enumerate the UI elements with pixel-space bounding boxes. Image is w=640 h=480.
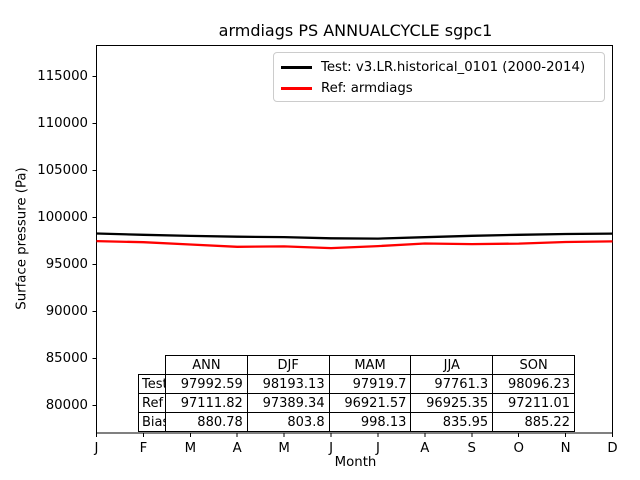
y-tick-label: 95000: [45, 257, 88, 272]
x-tick-label: M: [278, 441, 290, 456]
legend-label: Test: v3.LR.historical_0101 (2000-2014): [321, 60, 586, 75]
table-header-cell: SON: [492, 355, 575, 376]
table-row-label: Bias: [138, 412, 166, 433]
legend-label: Ref: armdiags: [321, 81, 413, 96]
y-tick-label: 110000: [37, 116, 88, 131]
legend: Test: v3.LR.historical_0101 (2000-2014) …: [273, 52, 605, 102]
table-cell: 885.22: [492, 412, 575, 433]
table-cell: 98193.13: [246, 374, 330, 395]
table-cell: 96921.57: [328, 393, 412, 414]
table-cell: 97919.7: [328, 374, 412, 395]
series-line-ref: [96, 239, 613, 250]
axes-frame: [96, 45, 613, 434]
table-cell: 97211.01: [492, 393, 575, 414]
table-row-label: Test: [138, 374, 166, 395]
table-cell: 97389.34: [246, 393, 330, 414]
x-tick-label: M: [184, 441, 197, 456]
table-cell: 880.78: [165, 412, 248, 433]
chart-title: armdiags PS ANNUALCYCLE sgpc1: [218, 21, 493, 40]
x-tick-label: J: [94, 441, 99, 456]
x-tick-label: S: [467, 441, 476, 456]
x-tick-label: J: [329, 441, 333, 456]
table-header-cell: DJF: [246, 355, 330, 376]
table-header-cell: JJA: [410, 355, 494, 376]
y-tick-label: 100000: [37, 210, 88, 225]
legend-entry-test: Test: v3.LR.historical_0101 (2000-2014): [281, 57, 604, 78]
x-tick-label: F: [139, 441, 148, 456]
x-tick-label: N: [560, 441, 571, 456]
ref-line-swatch: [281, 87, 312, 90]
table-cell: 97111.82: [165, 393, 248, 414]
series-line-test: [96, 232, 613, 240]
table-cell: 97992.59: [165, 374, 248, 395]
x-tick-label: A: [232, 441, 242, 456]
y-axis-label: Surface pressure (Pa): [14, 167, 30, 310]
x-tick-label: O: [513, 441, 524, 456]
table-cell: 835.95: [410, 412, 494, 433]
x-tick-label: A: [420, 441, 430, 456]
legend-entry-ref: Ref: armdiags: [281, 78, 604, 99]
y-tick-label: 105000: [37, 163, 88, 178]
y-tick-label: 85000: [45, 351, 88, 366]
table-cell: 97761.3: [410, 374, 494, 395]
test-line-swatch: [281, 66, 312, 69]
y-tick-label: 115000: [37, 69, 88, 84]
table-row-label: Ref: [138, 393, 166, 414]
y-tick-label: 90000: [45, 304, 88, 319]
table-cell: 98096.23: [492, 374, 575, 395]
x-axis-label: Month: [334, 455, 377, 470]
x-tick-label: J: [375, 441, 380, 456]
table-header-cell: ANN: [165, 355, 248, 376]
y-tick-label: 80000: [45, 398, 88, 413]
table-header-cell: MAM: [328, 355, 412, 376]
table-cell: 96925.35: [410, 393, 494, 414]
x-tick-label: D: [607, 441, 618, 456]
table-cell: 803.8: [246, 412, 330, 433]
table-cell: 998.13: [328, 412, 412, 433]
